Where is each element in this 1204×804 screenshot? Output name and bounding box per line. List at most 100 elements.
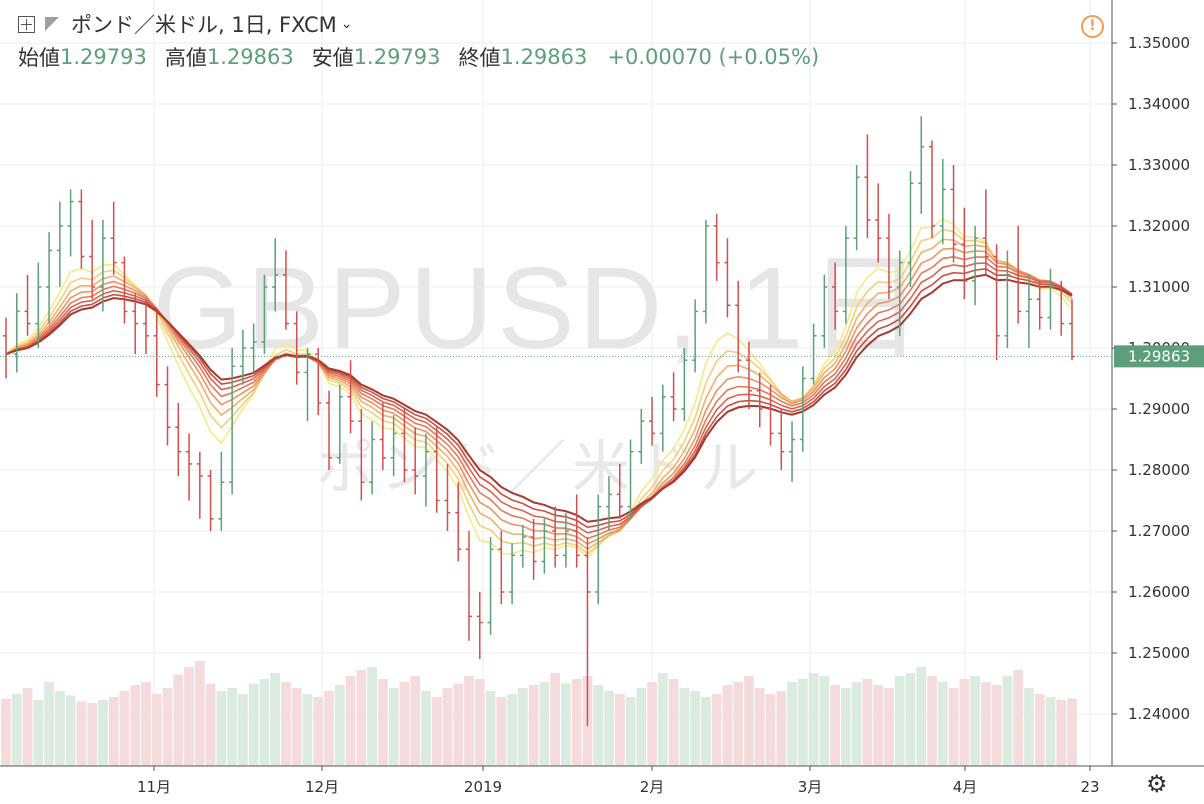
ohlc-bar bbox=[347, 360, 354, 434]
ohlc-bar bbox=[326, 390, 333, 470]
volume-bar bbox=[367, 667, 377, 766]
ohlc-bar bbox=[412, 427, 419, 495]
ma-ribbon bbox=[5, 218, 1073, 559]
chevron-down-icon[interactable]: ⌄ bbox=[340, 16, 353, 32]
volume-bar bbox=[22, 688, 33, 766]
volume-bar bbox=[453, 683, 464, 766]
volume-bar bbox=[464, 676, 474, 766]
volume-bar bbox=[345, 676, 356, 766]
volume-bar bbox=[701, 697, 711, 766]
ohlc-bar bbox=[584, 537, 591, 727]
volume-bar bbox=[474, 679, 485, 766]
volume-bar bbox=[44, 682, 54, 766]
ohlc-bar bbox=[832, 262, 839, 330]
ohlc-bar bbox=[756, 372, 763, 428]
volume-bar bbox=[431, 697, 442, 766]
ohlc-bar bbox=[875, 183, 882, 263]
volume-bar bbox=[980, 682, 991, 766]
ohlc-bar bbox=[616, 463, 623, 519]
ohlc-bar bbox=[379, 402, 386, 470]
volume-bar bbox=[485, 691, 496, 766]
ohlc-row: 始値 1.29793 高値 1.29863 安値 1.29793 終値 1.29… bbox=[18, 43, 819, 71]
ohlc-bar bbox=[401, 409, 408, 483]
volume-bar bbox=[1024, 688, 1034, 766]
ohlc-bar bbox=[864, 134, 871, 239]
volume-bar bbox=[571, 679, 582, 766]
ohlc-bar bbox=[175, 402, 182, 477]
ohlc-bar bbox=[659, 384, 666, 452]
ma-line bbox=[5, 247, 1073, 545]
volume-bar bbox=[184, 667, 194, 766]
ohlc-bar bbox=[810, 323, 817, 385]
volume-bar bbox=[539, 682, 550, 766]
volume-bar bbox=[141, 682, 151, 766]
y-tick-label: 1.26000 bbox=[1128, 583, 1190, 601]
y-tick-label: 1.25000 bbox=[1128, 644, 1190, 662]
close-value: 1.29863 bbox=[500, 45, 588, 69]
volume-bar bbox=[808, 673, 819, 766]
volume-bar bbox=[238, 694, 248, 766]
volume-bar bbox=[259, 679, 270, 766]
ohlc-bar bbox=[972, 226, 979, 306]
x-axis[interactable]: 11月 12月 2019 2月 3月 4月 23 bbox=[137, 766, 1100, 796]
ohlc-bar bbox=[627, 439, 634, 519]
volume-bar bbox=[11, 694, 22, 766]
flag-icon[interactable] bbox=[45, 17, 59, 31]
ma-line bbox=[5, 262, 1073, 534]
ohlc-bar bbox=[315, 348, 322, 416]
ohlc-bar bbox=[207, 470, 214, 531]
ohlc-bar bbox=[358, 409, 365, 501]
ohlc-bar bbox=[950, 165, 957, 263]
symbol-title[interactable]: ポンド／米ドル, 1日, FXCM bbox=[71, 13, 337, 37]
volume-bar bbox=[151, 694, 162, 766]
collapse-plus-icon[interactable] bbox=[18, 15, 35, 33]
ohlc-bar bbox=[99, 219, 106, 312]
x-tick-label: 2019 bbox=[464, 778, 502, 796]
ohlc-bar bbox=[907, 171, 914, 287]
volume-bar bbox=[194, 661, 205, 766]
low-value: 1.29793 bbox=[353, 45, 441, 69]
volume-bar bbox=[98, 700, 108, 766]
volume-bar bbox=[33, 700, 44, 766]
ohlc-bar bbox=[56, 201, 63, 287]
ohlc-bar bbox=[552, 506, 559, 568]
volume-bar bbox=[550, 673, 561, 766]
y-tick-label: 1.28000 bbox=[1128, 461, 1190, 479]
volume-bar bbox=[797, 679, 808, 766]
ohlc-bar bbox=[304, 348, 311, 422]
ohlc-bar bbox=[498, 531, 505, 605]
volume-bar bbox=[604, 691, 614, 766]
ohlc-bar bbox=[982, 189, 989, 275]
volume-bar bbox=[1067, 698, 1077, 766]
warning-icon[interactable]: ! bbox=[1081, 15, 1104, 38]
volume-bar bbox=[744, 676, 754, 766]
volume-bar bbox=[819, 676, 830, 766]
volume-bar bbox=[733, 682, 744, 766]
ohlc-bar bbox=[466, 531, 473, 641]
high-value: 1.29863 bbox=[206, 45, 294, 69]
volume-bar bbox=[1056, 700, 1067, 766]
ma-line bbox=[5, 273, 1073, 523]
volume-bar bbox=[970, 676, 980, 766]
ohlc-bar bbox=[595, 494, 602, 605]
volume-bar bbox=[991, 685, 1002, 766]
volume-bar bbox=[959, 679, 970, 766]
volume-bar bbox=[119, 691, 130, 766]
ohlc-bar bbox=[186, 433, 193, 501]
ohlc-bar bbox=[993, 244, 1000, 361]
ohlc-bar bbox=[250, 323, 257, 373]
volume-bar bbox=[722, 685, 733, 766]
ohlc-bar bbox=[842, 226, 849, 324]
gear-icon[interactable]: ⚙ bbox=[1146, 770, 1168, 798]
y-axis[interactable]: 1.350001.340001.330001.320001.310001.300… bbox=[1112, 34, 1190, 723]
ohlc-bar bbox=[939, 158, 946, 245]
volume-bar bbox=[840, 688, 851, 766]
ohlc-bar bbox=[1015, 226, 1022, 324]
ohlc-bar bbox=[929, 140, 936, 239]
ohlc-bar bbox=[164, 366, 171, 446]
volume-bar bbox=[108, 697, 119, 766]
ohlc-bar bbox=[487, 537, 494, 635]
ohlc-bar bbox=[282, 250, 289, 330]
volume-bar bbox=[625, 697, 636, 766]
